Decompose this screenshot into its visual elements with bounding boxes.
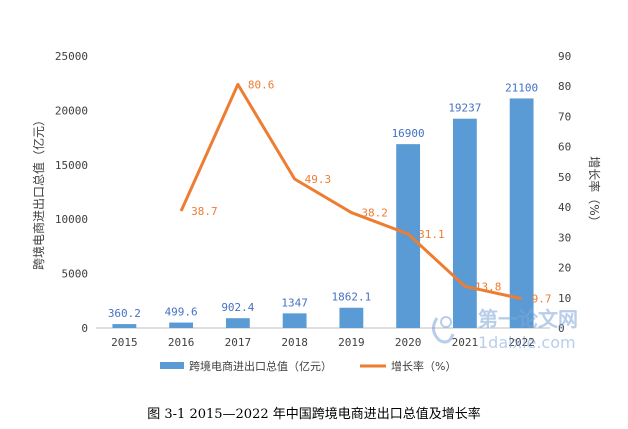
- x-tick-label: 2017: [225, 336, 252, 349]
- y-tick-label: 15000: [55, 159, 88, 172]
- x-tick-label: 2020: [395, 336, 422, 349]
- y2-tick-label: 20: [558, 262, 571, 275]
- figure-caption: 图 3-1 2015—2022 年中国跨境电商进出口总值及增长率: [147, 407, 481, 422]
- bar-data-label: 19237: [448, 102, 481, 115]
- bar-data-label: 902.4: [221, 301, 254, 314]
- line-data-label: 38.7: [191, 205, 218, 218]
- bar-data-label: 1862.1: [332, 291, 372, 304]
- watermark-subtext: 1daixie.com: [478, 333, 576, 352]
- legend-swatch-bar: [160, 362, 184, 369]
- bar-data-label: 21100: [505, 81, 538, 94]
- x-tick-label: 2019: [338, 336, 365, 349]
- y2-tick-label: 60: [558, 141, 571, 154]
- x-tick-label: 2018: [281, 336, 308, 349]
- bar-data-label: 499.6: [165, 306, 198, 319]
- y2-tick-label: 80: [558, 80, 571, 93]
- bar: [452, 118, 477, 328]
- y-axis-title: 跨境电商进出口总值（亿元）: [31, 114, 46, 270]
- bar: [112, 324, 137, 328]
- bar: [396, 144, 421, 328]
- y2-tick-label: 70: [558, 110, 571, 123]
- y-tick-label: 5000: [62, 268, 89, 281]
- y-tick-label: 25000: [55, 50, 88, 63]
- bar: [225, 318, 250, 328]
- legend-label-bar: 跨境电商进出口总值（亿元）: [189, 359, 332, 373]
- line-data-label: 80.6: [248, 78, 275, 91]
- legend-label-line: 增长率（%）: [391, 359, 456, 373]
- bar-data-label: 1347: [281, 296, 308, 309]
- legend: 跨境电商进出口总值（亿元） 增长率（%）: [160, 359, 456, 373]
- line-data-label: 9.7: [532, 293, 552, 306]
- y2-tick-label: 0: [558, 322, 565, 335]
- x-tick-label: 2021: [452, 336, 479, 349]
- growth-line: [179, 82, 522, 301]
- watermark-text: 第一论文网: [478, 307, 578, 331]
- x-tick-label: 2015: [111, 336, 138, 349]
- watermark: 第一论文网 1daixie.com: [432, 307, 578, 352]
- x-tick-label: 2022: [508, 336, 535, 349]
- bar: [509, 98, 534, 328]
- bar: [339, 307, 364, 328]
- plot-area: 0 5000 10000 15000 20000 25000 0 10 20 30 40 50 60 70…: [55, 50, 571, 349]
- x-tick-label: 2016: [168, 336, 195, 349]
- line-data-label: 38.2: [361, 207, 388, 220]
- y2-tick-label: 40: [558, 201, 571, 214]
- line-data-label: 49.3: [305, 173, 332, 186]
- y2-tick-label: 90: [558, 50, 571, 63]
- bar-data-label: 16900: [392, 127, 425, 140]
- bar-data-label: 360.2: [108, 307, 141, 320]
- bar: [169, 322, 194, 328]
- y-tick-label: 10000: [55, 213, 88, 226]
- bar: [282, 313, 307, 328]
- watermark-logo-icon: [432, 316, 455, 344]
- y2-tick-label: 30: [558, 231, 571, 244]
- line-data-label: 31.1: [418, 228, 445, 241]
- y-tick-label: 20000: [55, 104, 88, 117]
- y-tick-label: 0: [81, 322, 88, 335]
- y2-tick-label: 50: [558, 171, 571, 184]
- line-data-label: 13.8: [475, 280, 502, 293]
- y2-tick-label: 10: [558, 292, 571, 305]
- y2-axis-title: 增长率（%）: [587, 156, 602, 227]
